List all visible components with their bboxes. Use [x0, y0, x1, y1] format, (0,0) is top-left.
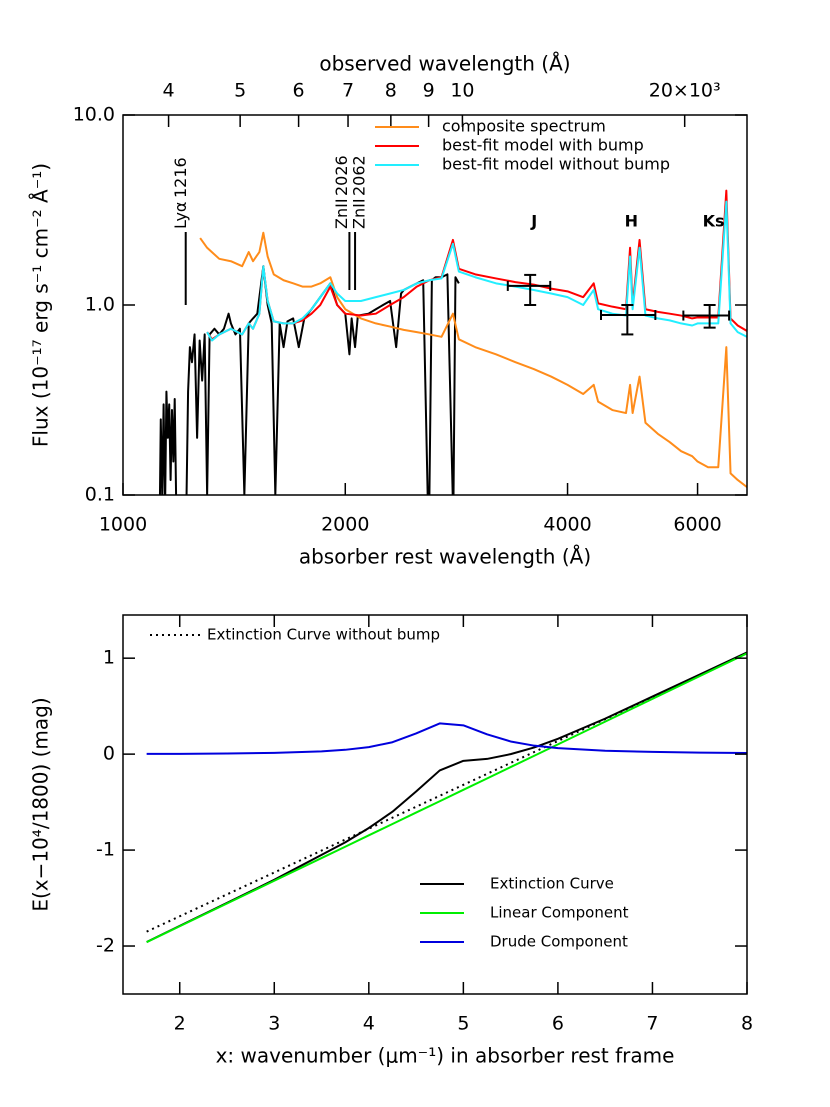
- x-tick-label: 3: [268, 1013, 280, 1035]
- series-line: [146, 722, 747, 755]
- line-label: ZnII: [332, 198, 351, 229]
- band-label: H: [625, 212, 638, 231]
- y-tick-label: 1.0: [85, 294, 115, 316]
- y-tick-label: 0.1: [85, 484, 115, 506]
- y-axis-label: E(x−10⁴/1800) (mag): [29, 697, 53, 911]
- x-tick-label: 6000: [673, 514, 721, 536]
- x2-tick-label: 8: [385, 80, 397, 102]
- y-tick-label: -2: [96, 935, 115, 957]
- x-tick-label: 8: [741, 1013, 753, 1035]
- x-tick-label: 5: [457, 1013, 469, 1035]
- x2-tick-label: 20×10³: [649, 80, 721, 102]
- plot-area: [158, 189, 747, 495]
- series-line: [206, 189, 747, 341]
- x-tick-label: 2: [174, 1013, 186, 1035]
- legend-label: Linear Component: [490, 904, 629, 922]
- x2-tick-label: 9: [423, 80, 435, 102]
- legend-label: best-fit model with bump: [442, 136, 644, 155]
- line-wavelength: 2026: [332, 155, 351, 196]
- line-wavelength: 1216: [171, 157, 190, 198]
- y-tick-label: -1: [96, 839, 115, 861]
- y-tick-label: 0: [103, 743, 115, 765]
- plot-frame: [122, 614, 748, 995]
- line-label: ZnII: [350, 198, 369, 229]
- y-tick-label: 10.0: [73, 104, 115, 126]
- x-tick-label: 6: [552, 1013, 564, 1035]
- series-line: [146, 652, 747, 933]
- legend-label: composite spectrum: [442, 117, 606, 136]
- x-tick-label: 1000: [99, 514, 147, 536]
- x2-axis-label: observed wavelength (Å): [319, 52, 570, 76]
- x-tick-label: 4: [363, 1013, 375, 1035]
- y-axis-label: Flux (10⁻¹⁷ erg s⁻¹ cm⁻² Å⁻¹): [29, 163, 53, 447]
- x2-tick-label: 4: [163, 80, 175, 102]
- x-tick-label: 4000: [543, 514, 591, 536]
- series-line: [146, 652, 747, 944]
- legend-label: Extinction Curve without bump: [207, 626, 440, 644]
- x2-tick-label: 6: [293, 80, 305, 102]
- legend-label: Extinction Curve: [490, 875, 614, 893]
- x-axis-label: x: wavenumber (μm⁻¹) in absorber rest fr…: [216, 1044, 675, 1068]
- x-tick-label: 7: [646, 1013, 658, 1035]
- series-line: [158, 265, 460, 495]
- legend-label: Drude Component: [490, 933, 628, 951]
- plot-area: [146, 651, 747, 944]
- series-line: [206, 200, 747, 342]
- legend-label: best-fit model without bump: [442, 155, 670, 174]
- band-label: J: [530, 212, 537, 231]
- y-tick-label: 1: [103, 647, 115, 669]
- x-axis-label: absorber rest wavelength (Å): [299, 545, 591, 569]
- x-tick-label: 2000: [321, 514, 369, 536]
- line-wavelength: 2062: [350, 155, 369, 196]
- band-label: Ks: [703, 212, 725, 231]
- series-line: [199, 231, 747, 488]
- x2-tick-label: 10: [450, 80, 474, 102]
- line-label: Lyα: [171, 202, 190, 229]
- x2-tick-label: 7: [342, 80, 354, 102]
- x2-tick-label: 5: [234, 80, 246, 102]
